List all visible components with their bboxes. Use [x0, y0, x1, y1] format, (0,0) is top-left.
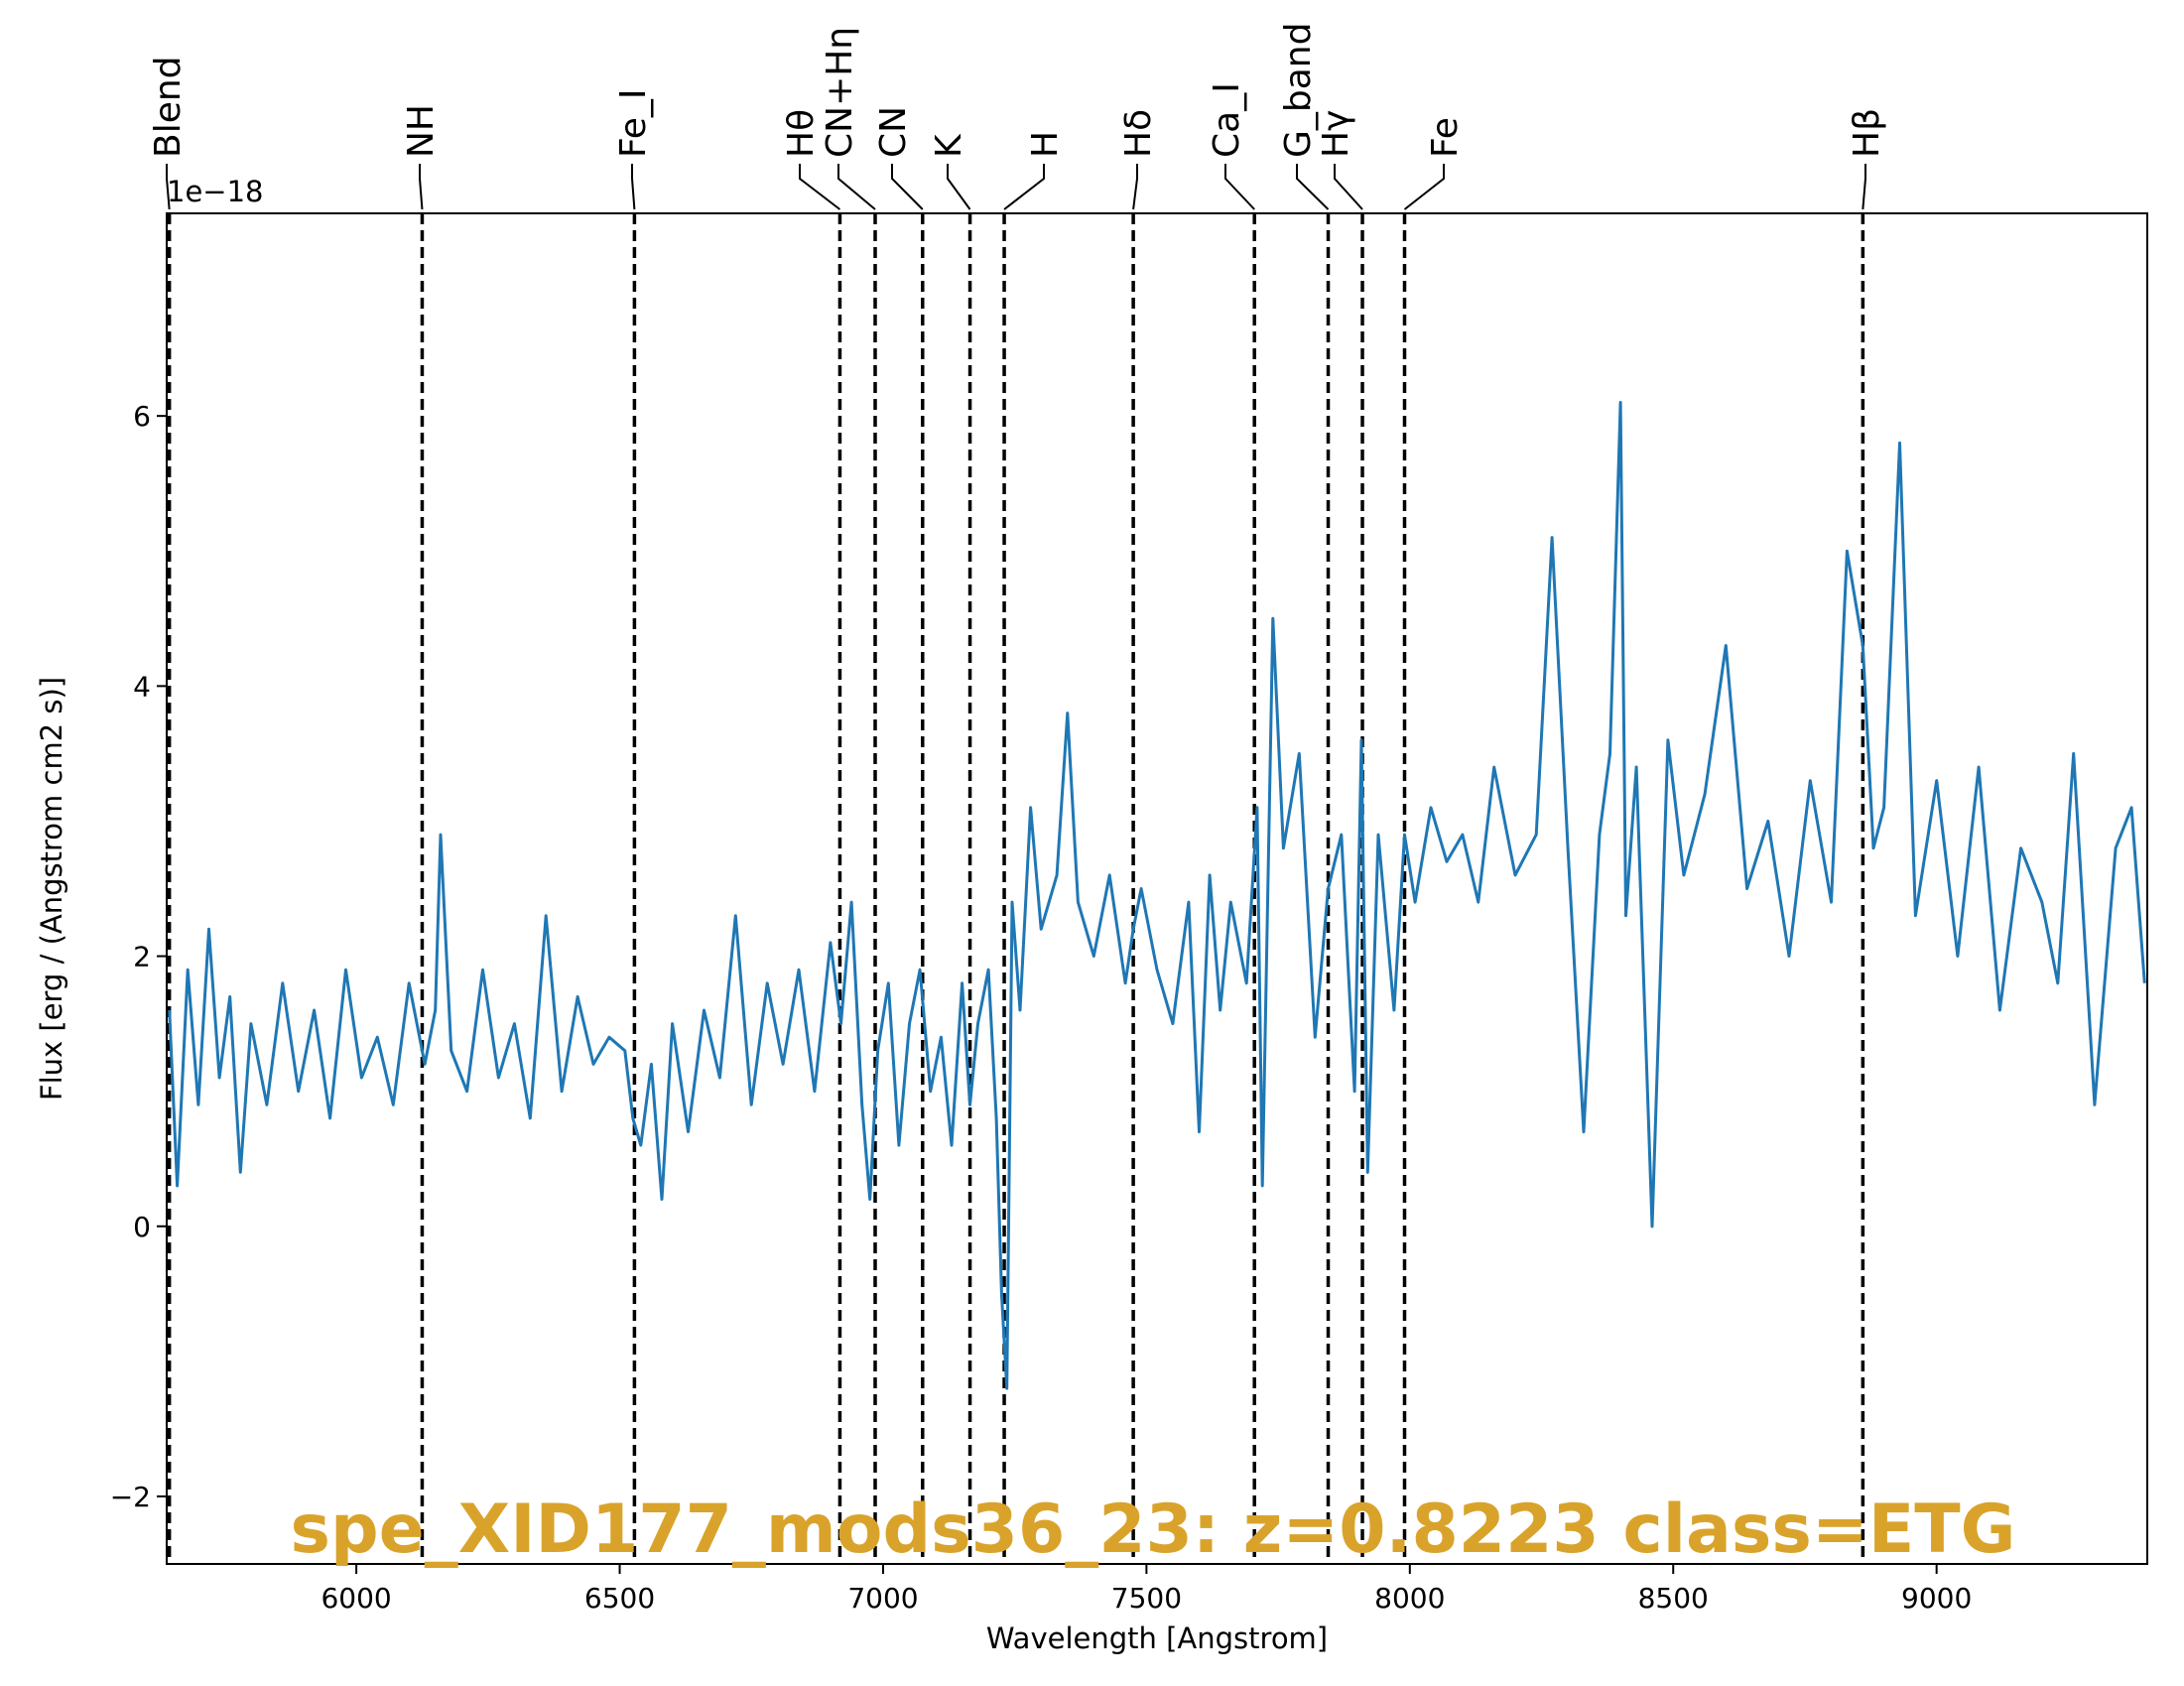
series-layer [168, 401, 2146, 1390]
y-tick-label-3: 4 [133, 670, 151, 703]
ref-connector-4 [837, 164, 876, 210]
x-axis-label: Wavelength [Angstrom] [986, 1621, 1328, 1655]
ref-connector-10 [1296, 164, 1330, 210]
ref-line-label-7: H [1025, 131, 1066, 158]
x-tick-label-5: 8500 [1638, 1582, 1709, 1615]
ref-connector-2 [631, 164, 636, 210]
ref-line-label-3: Hθ [781, 109, 822, 158]
x-tick-label-4: 8000 [1374, 1582, 1445, 1615]
x-tick-label-1: 6500 [584, 1582, 655, 1615]
ref-connector-0 [166, 164, 171, 210]
ref-line-label-13: Hβ [1847, 108, 1887, 158]
y-axis-ticks: −2 0 2 4 6 [110, 400, 167, 1513]
ref-line-label-8: Hδ [1118, 109, 1159, 158]
ref-connector-12 [1403, 164, 1445, 210]
reference-lines [167, 213, 1865, 1564]
ref-line-label-9: Ca_I [1207, 82, 1247, 158]
y-axis-label: Flux [erg / (Angstrom cm2 s)] [35, 677, 68, 1101]
ref-connector-1 [419, 164, 424, 210]
plot-frame [166, 212, 2148, 1565]
ref-connector-8 [1132, 164, 1138, 210]
ref-connector-7 [1003, 164, 1045, 210]
ref-connector-5 [891, 164, 924, 210]
ref-line-label-4: CN+Hη [820, 27, 860, 158]
y-tick-label-4: 6 [133, 400, 151, 433]
ref-line-label-2: Fe_I [613, 88, 654, 158]
x-tick-label-0: 6000 [321, 1582, 391, 1615]
y-tick-label-0: −2 [110, 1481, 151, 1513]
x-axis-ticks: 6000 6500 7000 7500 8000 8500 9000 [321, 1564, 1972, 1615]
y-tick-label-1: 0 [133, 1211, 151, 1243]
ref-connector-6 [947, 164, 971, 210]
ref-connector-3 [799, 164, 841, 210]
ref-line-label-0: Blend [148, 56, 189, 158]
ref-line-label-6: K [929, 133, 969, 158]
ref-connector-13 [1862, 164, 1866, 210]
x-tick-label-3: 7500 [1111, 1582, 1182, 1615]
ref-line-label-12: Fe [1425, 117, 1466, 158]
x-tick-label-6: 9000 [1901, 1582, 1972, 1615]
ref-line-label-1: NH [401, 104, 442, 158]
spectrum-series-0 [168, 401, 2146, 1390]
ref-connector-9 [1224, 164, 1255, 210]
ref-connector-11 [1334, 164, 1363, 210]
ref-line-label-11: Hγ [1316, 110, 1356, 158]
ref-line-label-5: CN [873, 106, 914, 158]
y-offset-text: 1e−18 [167, 175, 264, 208]
y-tick-label-2: 2 [133, 941, 151, 973]
ref-line-label-10: G_band [1278, 23, 1319, 158]
spectrum-annotation: spe_XID177_mods36_23: z=0.8223 class=ETG [291, 1491, 2016, 1569]
x-tick-label-2: 7000 [847, 1582, 918, 1615]
